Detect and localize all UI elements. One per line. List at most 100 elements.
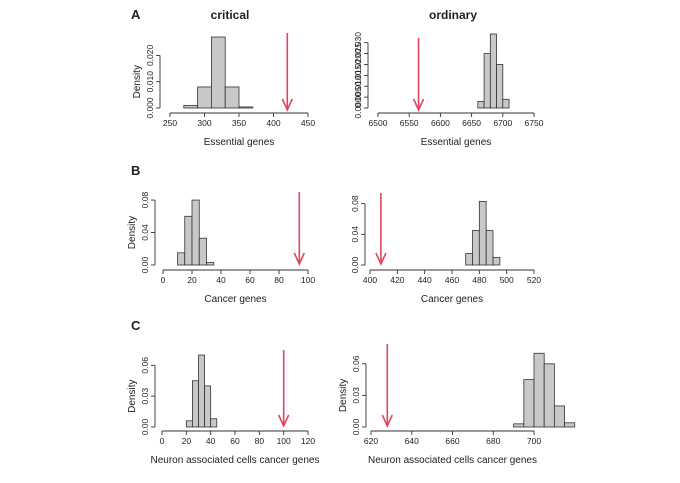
x-tick-label: 250 [163, 118, 177, 128]
observed-value-arrow [293, 192, 306, 266]
panel-letter-a: A [131, 7, 141, 22]
y-tick-label: 0.025 [353, 43, 363, 65]
y-tick-label: 0.00 [140, 256, 150, 273]
y-tick-label: 0.03 [140, 388, 150, 405]
y-axis-title: Density [132, 65, 143, 98]
histogram-bar [523, 379, 535, 428]
observed-value-arrow [375, 193, 387, 266]
x-axis-title: Essential genes [204, 137, 275, 148]
x-tick-label: 480 [472, 275, 486, 285]
observed-value-arrow [281, 33, 294, 112]
x-tick-label: 60 [230, 436, 240, 446]
y-tick-label: 0.04 [140, 224, 150, 241]
x-tick-label: 620 [364, 436, 378, 446]
x-tick-label: 350 [232, 118, 246, 128]
histogram-bar [496, 64, 504, 109]
observed-value-arrow [277, 350, 290, 428]
x-tick-label: 400 [266, 118, 280, 128]
x-tick-label: 300 [197, 118, 211, 128]
x-tick-label: 40 [216, 275, 226, 285]
histogram-bar [197, 86, 212, 109]
y-tick-label: 0.005 [353, 86, 363, 108]
y-tick-label: 0.06 [140, 357, 150, 374]
x-tick-label: 80 [255, 436, 265, 446]
histogram-bar [210, 36, 226, 109]
y-axis-title: Density [338, 379, 349, 412]
histogram-bar [191, 199, 200, 266]
y-axis: 0.00 0.03 0.06 [140, 357, 156, 435]
y-tick-label: 0.08 [140, 192, 150, 209]
x-tick-label: 6750 [525, 118, 544, 128]
x-tick-label: 80 [274, 275, 284, 285]
panel-letter-c: C [131, 318, 141, 333]
x-tick-label: 0 [161, 275, 166, 285]
y-axis: 0.00 0.04 0.08 [350, 195, 366, 273]
panel-a-ordinary: 6500 6550 6600 6650 6700 6750 Essential genes 0… [353, 32, 544, 148]
x-tick-label: 700 [527, 436, 541, 446]
histogram-bar [183, 104, 199, 109]
x-tick-label: 120 [301, 436, 315, 446]
x-tick-label: 6600 [431, 118, 450, 128]
histogram-bar [533, 352, 545, 428]
histogram-bar [465, 253, 473, 266]
x-axis: 0 20 40 60 80 100 120 [160, 430, 315, 446]
panel-b-critical: 0 20 40 60 80 100 Cancer genes 0.00 0.04 0.08Dens… [127, 192, 315, 305]
histogram-bar [198, 354, 205, 428]
y-tick-label: 0.010 [353, 75, 363, 97]
x-axis-title: Cancer genes [421, 294, 483, 305]
arrow-head [381, 414, 394, 428]
x-tick-label: 60 [245, 275, 255, 285]
x-tick-label: 520 [527, 275, 541, 285]
histogram-bar [206, 262, 215, 266]
x-tick-label: 680 [486, 436, 500, 446]
y-tick-label: 0.06 [351, 355, 361, 372]
x-axis-title: Essential genes [421, 137, 492, 148]
histogram-bar [184, 215, 193, 266]
panel-letter-b: B [131, 163, 140, 178]
histogram-bar [564, 422, 576, 428]
y-axis: 0.00 0.04 0.08 [140, 192, 156, 273]
x-axis-title: Neuron associated cells cancer genes [151, 455, 320, 466]
y-tick-label: 0.08 [350, 195, 360, 212]
y-tick-label: 0.000 [145, 97, 155, 119]
x-tick-label: 20 [182, 436, 192, 446]
histogram-bar [472, 230, 480, 266]
arrow-head [281, 98, 294, 112]
x-tick-label: 6550 [400, 118, 419, 128]
histogram-bar [477, 101, 485, 109]
x-tick-label: 100 [301, 275, 315, 285]
x-tick-label: 460 [445, 275, 459, 285]
x-tick-label: 400 [363, 275, 377, 285]
y-tick-label: 0.010 [145, 71, 155, 93]
x-tick-label: 0 [160, 436, 165, 446]
histogram-bar [485, 230, 494, 266]
histogram-bar [553, 405, 565, 428]
x-tick-label: 420 [390, 275, 404, 285]
histogram-bar [478, 200, 487, 266]
y-tick-label: 0.03 [351, 387, 361, 404]
x-tick-label: 6700 [493, 118, 512, 128]
y-tick-label: 0.015 [353, 64, 363, 86]
histogram-bar [210, 418, 218, 428]
x-axis-title: Neuron associated cells cancer genes [368, 455, 537, 466]
histogram-bar [513, 423, 525, 428]
column-title-ordinary: ordinary [429, 8, 477, 22]
x-tick-label: 640 [405, 436, 419, 446]
arrow-head [375, 252, 387, 266]
panel-c-critical: 0 20 40 60 80 100 120 Neuron associated cells c… [127, 350, 319, 466]
histogram-bar [224, 86, 240, 109]
x-tick-label: 500 [500, 275, 514, 285]
y-tick-label: 0.00 [351, 418, 361, 435]
x-axis-title: Cancer genes [204, 294, 266, 305]
histogram-bar [177, 252, 186, 266]
x-axis: 620 640 660 680 700 [364, 430, 541, 446]
y-tick-label: 0.00 [140, 418, 150, 435]
y-axis: 0.00 0.03 0.06 [351, 355, 367, 435]
arrow-head [277, 414, 290, 428]
histogram-bar [192, 380, 199, 428]
